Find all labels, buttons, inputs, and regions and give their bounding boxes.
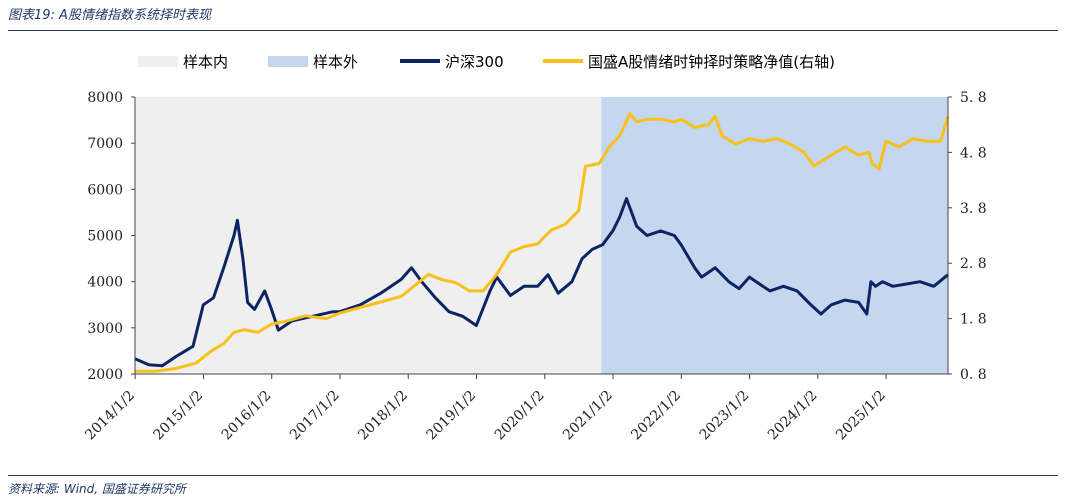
source-note: 资料来源: Wind, 国盛证券研究所 <box>8 482 186 496</box>
y-right-tick-label: 5. 8 <box>960 90 987 106</box>
x-tick-label: 2023/1/2 <box>697 388 753 444</box>
x-tick-label: 2024/1/2 <box>765 388 821 444</box>
legend-in-sample-label: 样本内 <box>183 53 228 71</box>
x-tick-label: 2025/1/2 <box>833 388 889 444</box>
regions <box>135 97 948 374</box>
x-tick-label: 2014/1/2 <box>82 388 138 444</box>
y-left-tick-label: 4000 <box>87 275 123 291</box>
legend-hs300-label: 沪深300 <box>445 53 504 71</box>
figure-title: 图表19: A股情绪指数系统择时表现 <box>8 8 211 23</box>
bottom-rule <box>8 475 1058 476</box>
legend: 样本内 样本外 沪深300 国盛A股情绪时钟择时策略净值(右轴) <box>138 53 835 71</box>
legend-out-of-sample-swatch <box>268 56 308 67</box>
x-tick-label: 2016/1/2 <box>219 388 275 444</box>
legend-out-of-sample-label: 样本外 <box>313 53 358 71</box>
series-line-strategy <box>135 112 950 373</box>
y-right-tick-label: 4. 8 <box>960 145 987 161</box>
y-left-tick-label: 6000 <box>87 182 123 198</box>
y-right-tick-label: 0. 8 <box>960 367 987 383</box>
x-tick-label: 2022/1/2 <box>628 388 684 444</box>
series-line-hs300 <box>134 197 949 368</box>
legend-in-sample-swatch <box>138 56 178 67</box>
y-left-tick-label: 5000 <box>87 229 123 245</box>
y-left-tick-label: 8000 <box>87 90 123 106</box>
x-tick-label: 2018/1/2 <box>355 388 411 444</box>
x-tick-label: 2015/1/2 <box>150 388 206 444</box>
x-tick-label: 2017/1/2 <box>287 388 343 444</box>
x-tick-label: 2020/1/2 <box>492 388 548 444</box>
top-rule <box>8 30 1058 31</box>
y-right-tick-label: 2. 8 <box>960 256 987 272</box>
series-layer <box>134 112 950 373</box>
legend-strategy-label: 国盛A股情绪时钟择时策略净值(右轴) <box>588 53 835 71</box>
region-in-sample <box>135 97 602 374</box>
y-right-tick-label: 1. 8 <box>960 312 987 328</box>
y-right-tick-label: 3. 8 <box>960 201 987 217</box>
y-left-tick-label: 3000 <box>87 321 123 337</box>
x-tick-label: 2019/1/2 <box>424 388 480 444</box>
x-tick-label: 2021/1/2 <box>560 388 616 444</box>
y-left-tick-label: 7000 <box>87 136 123 152</box>
y-left-tick-label: 2000 <box>87 367 123 383</box>
